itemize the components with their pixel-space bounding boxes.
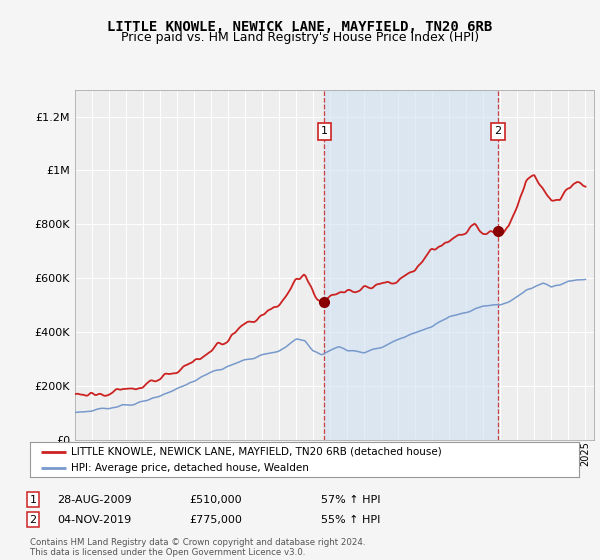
- Text: 04-NOV-2019: 04-NOV-2019: [57, 515, 131, 525]
- Bar: [325, 90, 497, 440]
- Text: Price paid vs. HM Land Registry's House Price Index (HPI): Price paid vs. HM Land Registry's House …: [121, 31, 479, 44]
- Text: £775,000: £775,000: [189, 515, 242, 525]
- Text: Contains HM Land Registry data © Crown copyright and database right 2024.
This d: Contains HM Land Registry data © Crown c…: [30, 538, 365, 557]
- Text: £510,000: £510,000: [189, 494, 242, 505]
- Text: 28-AUG-2009: 28-AUG-2009: [57, 494, 131, 505]
- Text: 1: 1: [29, 494, 37, 505]
- Text: LITTLE KNOWLE, NEWICK LANE, MAYFIELD, TN20 6RB (detached house): LITTLE KNOWLE, NEWICK LANE, MAYFIELD, TN…: [71, 447, 442, 457]
- Text: HPI: Average price, detached house, Wealden: HPI: Average price, detached house, Weal…: [71, 463, 309, 473]
- Text: 2: 2: [29, 515, 37, 525]
- Text: LITTLE KNOWLE, NEWICK LANE, MAYFIELD, TN20 6RB: LITTLE KNOWLE, NEWICK LANE, MAYFIELD, TN…: [107, 20, 493, 34]
- Text: 1: 1: [321, 127, 328, 136]
- Text: 55% ↑ HPI: 55% ↑ HPI: [321, 515, 380, 525]
- Text: 57% ↑ HPI: 57% ↑ HPI: [321, 494, 380, 505]
- Text: 2: 2: [494, 127, 501, 136]
